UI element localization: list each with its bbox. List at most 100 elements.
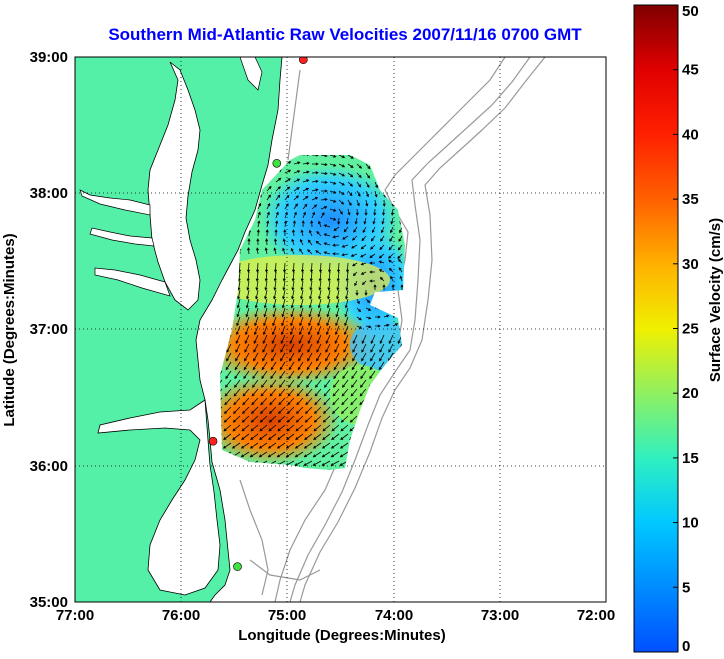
velocity-arrow xyxy=(321,442,331,449)
colorbar: 0 5 10 15 20 25 30 35 40 45 50 Surface Velocity (c… xyxy=(633,3,724,655)
velocity-arrow xyxy=(263,316,268,327)
velocity-arrow xyxy=(340,424,349,432)
velocity-arrow xyxy=(315,379,322,388)
velocity-arrow xyxy=(351,235,358,241)
velocity-arrow xyxy=(365,181,370,188)
delaware-bay xyxy=(239,57,263,91)
velocity-arrow xyxy=(338,172,346,177)
velocity-arrow xyxy=(220,406,223,414)
velocity-arrow xyxy=(259,415,268,423)
velocity-arrow xyxy=(279,379,286,388)
velocity-arrow xyxy=(220,370,223,380)
velocity-arrow xyxy=(381,217,385,225)
velocity-arrow xyxy=(297,370,304,380)
velocity-arrow xyxy=(249,451,259,458)
velocity-arrow xyxy=(329,163,337,167)
velocity-arrow xyxy=(390,208,395,216)
velocity-arrow xyxy=(324,379,331,388)
velocity-arrow xyxy=(261,379,268,388)
velocity-arrow xyxy=(329,181,337,185)
velocity-arrow xyxy=(318,271,322,282)
velocity-arrow xyxy=(370,334,376,344)
velocity-arrow xyxy=(240,451,250,458)
velocity-arrow xyxy=(274,229,278,237)
velocity-arrow xyxy=(332,397,340,406)
velocity-arrow xyxy=(311,196,319,201)
velocity-arrow xyxy=(247,247,251,255)
velocity-arrow xyxy=(305,406,313,414)
velocity-arrow xyxy=(220,388,223,397)
velocity-arrow xyxy=(224,397,232,406)
velocity-arrow xyxy=(323,233,331,237)
velocity-arrow xyxy=(311,188,319,192)
velocity-arrow xyxy=(282,271,286,282)
velocity-arrow xyxy=(356,199,360,207)
velocity-arrow xyxy=(256,262,260,273)
velocity-arrow xyxy=(233,397,241,406)
velocity-arrow xyxy=(251,406,259,414)
velocity-arrow xyxy=(255,271,259,282)
velocity-arrow xyxy=(330,460,340,466)
velocity-arrow xyxy=(329,155,337,158)
velocity-arrow xyxy=(362,226,367,234)
velocity-arrow xyxy=(356,190,361,197)
velocity-arrow xyxy=(356,316,362,321)
velocity-arrow xyxy=(364,290,368,296)
velocity-arrow xyxy=(327,280,331,291)
velocity-arrow xyxy=(330,442,340,449)
velocity-arrow xyxy=(266,220,270,228)
velocity-arrow xyxy=(331,424,340,432)
velocity-arrow xyxy=(254,316,259,327)
velocity-arrow xyxy=(276,451,286,458)
velocity-arrow xyxy=(269,397,277,406)
velocity-arrow xyxy=(293,203,298,210)
velocity-arrow xyxy=(311,171,319,175)
velocity-arrow xyxy=(355,208,359,216)
velocity-arrow xyxy=(307,343,313,353)
velocity-arrow xyxy=(269,406,277,414)
velocity-arrow xyxy=(374,190,378,198)
velocity-arrow xyxy=(236,316,241,327)
y-axis-label: Latitude (Degrees:Minutes) xyxy=(1,233,18,426)
velocity-arrow xyxy=(320,162,328,167)
velocity-arrow xyxy=(344,316,349,327)
velocity-arrow xyxy=(361,280,367,286)
velocity-arrow xyxy=(249,442,259,449)
velocity-arrow xyxy=(302,170,310,174)
velocity-arrow xyxy=(285,442,295,449)
velocity-arrow xyxy=(289,343,295,353)
velocity-arrow xyxy=(307,334,313,344)
velocity-arrow xyxy=(311,155,319,157)
velocity-arrow xyxy=(276,442,286,449)
velocity-arrow xyxy=(346,262,350,273)
velocity-arrow xyxy=(378,361,385,371)
velocity-arrow xyxy=(247,262,251,273)
velocity-arrow xyxy=(283,229,287,237)
velocity-arrow xyxy=(301,262,305,273)
velocity-arrow xyxy=(379,343,385,353)
velocity-arrow xyxy=(344,325,349,336)
velocity-arrow xyxy=(284,220,288,228)
velocity-arrow xyxy=(273,238,278,246)
velocity-arrow xyxy=(273,280,277,291)
velocity-arrow xyxy=(341,406,349,414)
velocity-arrow xyxy=(350,253,358,257)
velocity-arrow xyxy=(397,258,403,264)
velocity-arrow xyxy=(236,298,241,309)
colorbar-tick-label: 5 xyxy=(682,579,690,596)
velocity-arrow xyxy=(245,307,250,318)
bathymetry-contours xyxy=(239,57,546,602)
velocity-arrow xyxy=(379,244,385,251)
station-marker-green xyxy=(233,562,242,571)
velocity-arrow xyxy=(356,325,363,329)
velocity-arrow xyxy=(352,271,358,277)
velocity-arrow xyxy=(225,361,232,371)
velocity-arrow xyxy=(284,203,289,210)
velocity-arrow xyxy=(280,352,286,362)
velocity-arrow xyxy=(306,370,313,380)
y-tick: 39:00 xyxy=(30,49,68,66)
velocity-arrow xyxy=(281,325,286,336)
velocity-arrow xyxy=(237,289,241,300)
velocity-arrow xyxy=(225,370,232,380)
